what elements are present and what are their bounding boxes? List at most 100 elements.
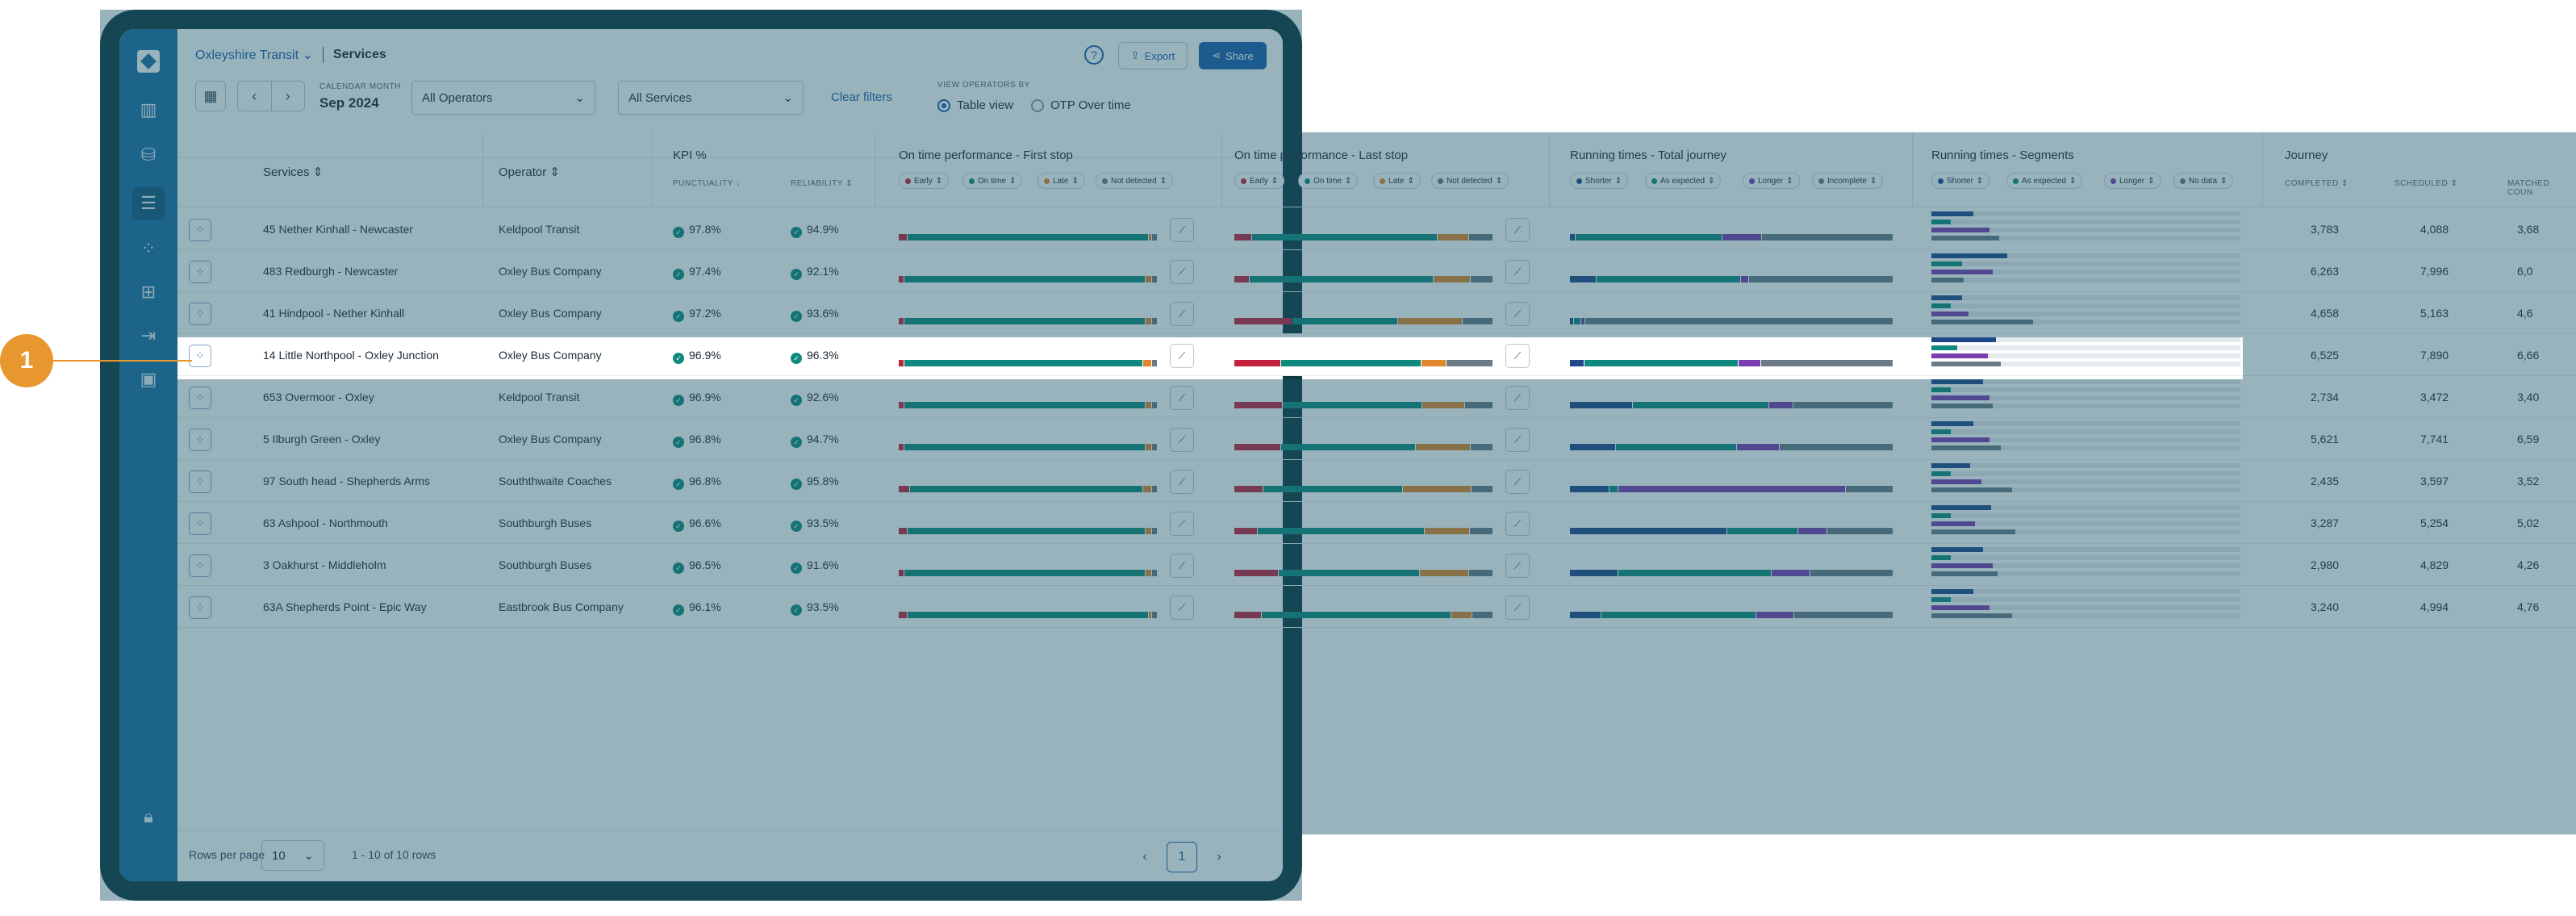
service-detail-icon[interactable]: ⁘ <box>189 345 211 367</box>
legend-filter-pill[interactable]: As expected ⇕ <box>2006 173 2083 189</box>
share-button[interactable]: ⋖ Share <box>1199 42 1267 69</box>
page-1-button[interactable]: 1 <box>1167 842 1197 872</box>
trend-chart-icon[interactable]: ⟋ <box>1170 344 1194 368</box>
trend-chart-icon[interactable]: ⟋ <box>1170 596 1194 620</box>
prev-page-button[interactable]: ‹ <box>1142 850 1147 864</box>
punctuality-value: ✓ 96.1% <box>673 600 721 616</box>
col-reliability[interactable]: RELIABILITY ⇕ <box>791 179 853 188</box>
trend-chart-icon[interactable]: ⟋ <box>1505 386 1530 410</box>
trend-chart-icon[interactable]: ⟋ <box>1505 512 1530 536</box>
service-detail-icon[interactable]: ⁘ <box>189 512 211 535</box>
table-row[interactable]: ⁘ 41 Hindpool - Nether Kinhall Oxley Bus C… <box>177 292 2576 334</box>
service-detail-icon[interactable]: ⁘ <box>189 596 211 619</box>
legend-filter-pill[interactable]: No data ⇕ <box>2173 173 2234 189</box>
next-page-button[interactable]: › <box>1217 850 1221 864</box>
trend-chart-icon[interactable]: ⟋ <box>1170 386 1194 410</box>
logout-icon[interactable]: ⇥ <box>140 325 157 345</box>
app-logo-icon[interactable] <box>137 50 160 73</box>
col-services[interactable]: Services ⇕ <box>263 165 323 179</box>
view-table-radio[interactable]: Table view <box>937 98 1013 112</box>
trend-chart-icon[interactable]: ⟋ <box>1505 596 1530 620</box>
table-row[interactable]: ⁘ 63A Shepherds Point - Epic Way Eastbrook… <box>177 586 2576 628</box>
trend-chart-icon[interactable]: ⟋ <box>1170 512 1194 536</box>
table-header: Services ⇕ Operator ⇕ KPI % PUNCTUALITY … <box>177 132 2576 207</box>
col-operator[interactable]: Operator ⇕ <box>499 165 560 179</box>
database-icon[interactable]: ⛁ <box>140 144 157 165</box>
segment-bar <box>1931 429 1951 434</box>
legend-filter-pill[interactable]: On time ⇕ <box>962 173 1023 189</box>
legend-filter-pill[interactable]: Shorter ⇕ <box>1931 173 1990 189</box>
service-detail-icon[interactable]: ⁘ <box>189 303 211 325</box>
view-otp-radio[interactable]: OTP Over time <box>1031 98 1131 112</box>
reliability-value: ✓ 94.7% <box>791 433 839 448</box>
next-month-button[interactable]: › <box>285 87 290 104</box>
widget-icon[interactable]: ▣ <box>140 369 157 389</box>
legend-filter-pill[interactable]: Late ⇕ <box>1373 173 1421 189</box>
chart-icon[interactable]: ▥ <box>140 99 157 119</box>
org-switcher[interactable]: Oxleyshire Transit ⌄ <box>195 48 313 62</box>
col-scheduled[interactable]: SCHEDULED ⇕ <box>2394 179 2458 188</box>
grid-icon[interactable]: ⁘ <box>140 238 157 258</box>
trend-chart-icon[interactable]: ⟋ <box>1505 428 1530 452</box>
trend-chart-icon[interactable]: ⟋ <box>1505 218 1530 242</box>
service-detail-icon[interactable]: ⁘ <box>189 429 211 451</box>
table-row[interactable]: ⁘ 3 Oakhurst - Middleholm Southburgh Buses… <box>177 544 2576 586</box>
table-row[interactable]: ⁘ 653 Overmoor - Oxley Keldpool Transit ✓ 96… <box>177 376 2576 418</box>
legend-filter-pill[interactable]: Late ⇕ <box>1037 173 1085 189</box>
trend-chart-icon[interactable]: ⟋ <box>1505 260 1530 284</box>
table-row[interactable]: ⁘ 483 Redburgh - Newcaster Oxley Bus Compa… <box>177 250 2576 292</box>
legend-filter-pill[interactable]: Incomplete ⇕ <box>1812 173 1884 189</box>
service-detail-icon[interactable]: ⁘ <box>189 387 211 409</box>
trend-chart-icon[interactable]: ⟋ <box>1170 218 1194 242</box>
calendar-button[interactable]: ▦ <box>195 81 226 111</box>
table-row[interactable]: ⁘ 63 Ashpool - Northmouth Southburgh Buses… <box>177 502 2576 544</box>
trend-chart-icon[interactable]: ⟋ <box>1170 260 1194 284</box>
legend-filter-pill[interactable]: Not detected ⇕ <box>1096 173 1174 189</box>
services-select[interactable]: All Services ⌄ <box>618 81 804 115</box>
trend-chart-icon[interactable]: ⟋ <box>1505 554 1530 578</box>
prev-month-button[interactable]: ‹ <box>238 82 272 111</box>
legend-filter-pill[interactable]: On time ⇕ <box>1298 173 1359 189</box>
lock-icon[interactable]: 🔒︎ <box>144 806 153 826</box>
legend-filter-pill[interactable]: As expected ⇕ <box>1645 173 1722 189</box>
list-icon[interactable]: ☰ <box>132 187 165 220</box>
legend-filter-pill[interactable]: Longer ⇕ <box>2104 173 2161 189</box>
legend-filter-pill[interactable]: Not detected ⇕ <box>1431 173 1509 189</box>
trend-chart-icon[interactable]: ⟋ <box>1505 470 1530 494</box>
service-detail-icon[interactable]: ⁘ <box>189 471 211 493</box>
map-icon[interactable]: ⊞ <box>140 282 157 302</box>
trend-chart-icon[interactable]: ⟋ <box>1505 344 1530 368</box>
service-detail-icon[interactable]: ⁘ <box>189 554 211 577</box>
table-row[interactable]: ⁘ 97 South head - Shepherds Arms Souththwa… <box>177 460 2576 502</box>
legend-filter-pill[interactable]: Longer ⇕ <box>1743 173 1800 189</box>
col-matched[interactable]: MATCHED COUN <box>2507 179 2550 197</box>
legend-filter-pill[interactable]: Early ⇕ <box>1234 173 1285 189</box>
trend-chart-icon[interactable]: ⟋ <box>1170 470 1194 494</box>
col-completed[interactable]: COMPLETED ⇕ <box>2285 179 2348 188</box>
service-detail-icon[interactable]: ⁘ <box>189 219 211 241</box>
clear-filters-link[interactable]: Clear filters <box>831 90 892 104</box>
legend-filter-pill[interactable]: Early ⇕ <box>899 173 950 189</box>
bar-segment <box>1472 612 1493 618</box>
legend-filter-pill[interactable]: Shorter ⇕ <box>1570 173 1629 189</box>
kpi-value: 94.9% <box>807 223 839 236</box>
trend-chart-icon[interactable]: ⟋ <box>1505 302 1530 326</box>
bar-segment <box>1151 276 1157 282</box>
service-detail-icon[interactable]: ⁘ <box>189 261 211 283</box>
bar-segment <box>1262 612 1451 618</box>
service-name: 97 South head - Shepherds Arms <box>263 475 431 487</box>
trend-chart-icon[interactable]: ⟋ <box>1170 428 1194 452</box>
trend-chart-icon[interactable]: ⟋ <box>1170 554 1194 578</box>
bar-segment <box>1468 234 1493 241</box>
table-row[interactable]: ⁘ 45 Nether Kinhall - Newcaster Keldpool T… <box>177 208 2576 250</box>
rows-per-page-select[interactable]: 10 ⌄ <box>261 840 324 871</box>
col-punctuality[interactable]: PUNCTUALITY ↓ <box>673 179 741 188</box>
sort-icon: ⇕ <box>2069 176 2077 186</box>
help-icon[interactable]: ? <box>1084 45 1104 65</box>
sort-icon: ⇕ <box>935 176 943 186</box>
export-button[interactable]: ⇪ Export <box>1118 42 1188 69</box>
trend-chart-icon[interactable]: ⟋ <box>1170 302 1194 326</box>
table-row[interactable]: ⁘ 5 Ilburgh Green - Oxley Oxley Bus Compan… <box>177 418 2576 460</box>
operators-select[interactable]: All Operators ⌄ <box>411 81 595 115</box>
table-row[interactable]: ⁘ 14 Little Northpool - Oxley Junction Oxl… <box>177 334 2576 376</box>
